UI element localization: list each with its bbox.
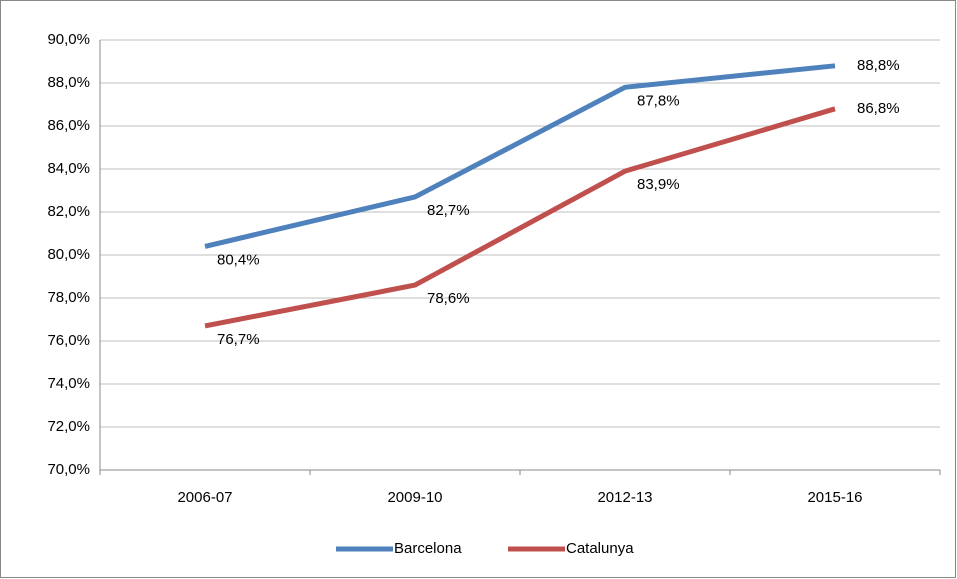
data-label: 83,9%	[637, 176, 680, 193]
y-tick-label: 90,0%	[47, 31, 90, 48]
y-tick-label: 72,0%	[47, 418, 90, 435]
y-tick-label: 70,0%	[47, 461, 90, 478]
y-tick-label: 82,0%	[47, 203, 90, 220]
legend-label: Barcelona	[394, 540, 462, 557]
y-tick-label: 86,0%	[47, 117, 90, 134]
x-tick-label: 2012-13	[597, 489, 652, 506]
y-tick-label: 74,0%	[47, 375, 90, 392]
y-tick-label: 78,0%	[47, 289, 90, 306]
x-tick-label: 2009-10	[387, 489, 442, 506]
data-label: 76,7%	[217, 331, 260, 348]
series-line	[204, 63, 836, 249]
data-label: 88,8%	[857, 57, 900, 74]
legend-label: Catalunya	[566, 540, 634, 557]
x-tick-label: 2006-07	[177, 489, 232, 506]
x-tick-label: 2015-16	[807, 489, 862, 506]
y-tick-label: 76,0%	[47, 332, 90, 349]
data-label: 87,8%	[637, 92, 680, 109]
series-line	[204, 106, 836, 329]
data-label: 82,7%	[427, 202, 470, 219]
y-tick-label: 80,0%	[47, 246, 90, 263]
y-tick-label: 84,0%	[47, 160, 90, 177]
data-label: 78,6%	[427, 290, 470, 307]
y-tick-label: 88,0%	[47, 74, 90, 91]
data-label: 80,4%	[217, 251, 260, 268]
data-label: 86,8%	[857, 100, 900, 117]
